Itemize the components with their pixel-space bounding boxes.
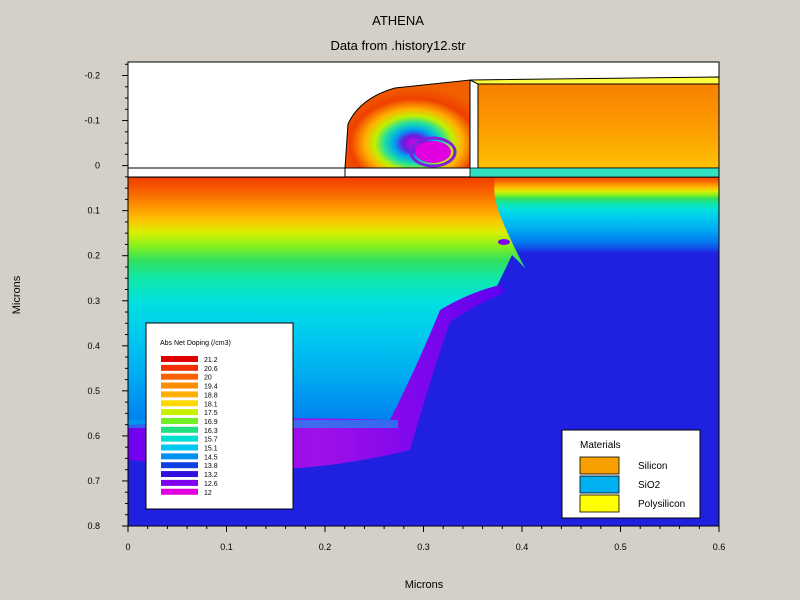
colorbar-swatch <box>161 426 198 433</box>
colorbar-label: 16.3 <box>204 428 218 435</box>
y-tick-label: 0 <box>95 161 100 171</box>
poly-region <box>344 79 471 169</box>
colorbar-label: 12.6 <box>204 481 218 488</box>
colorbar-legend: Abs Net Doping (/cm3) 21.2 20.6 20 19.418.8… <box>145 322 294 510</box>
colorbar-swatch <box>161 373 198 380</box>
y-axis-label: Microns <box>11 275 23 314</box>
material-swatch <box>579 456 620 475</box>
x-axis-label: Microns <box>405 579 444 591</box>
oxide-left <box>128 167 346 178</box>
colorbar-label: 13.2 <box>204 472 218 479</box>
x-tick-label: 0.6 <box>713 542 726 552</box>
x-tick-label: 0.4 <box>516 542 529 552</box>
colorbar-swatch <box>161 364 198 371</box>
y-tick-label: 0.6 <box>87 431 100 441</box>
colorbar-swatch <box>161 453 198 460</box>
materials-legend: Materials Silicon SiO2 Polysilicon <box>561 429 701 519</box>
shallow-right-region <box>494 177 719 268</box>
chart-title: ATHENA <box>372 13 424 28</box>
colorbar-label: 20.6 <box>204 366 218 373</box>
colorbar-label: 18.1 <box>204 401 218 408</box>
y-tick-label: 0.2 <box>87 251 100 261</box>
y-tick-label: 0.3 <box>87 296 100 306</box>
y-tick-label: -0.1 <box>84 116 100 126</box>
colorbar-label: 17.5 <box>204 410 218 417</box>
colorbar-swatch <box>161 400 198 407</box>
colorbar-swatch <box>161 417 198 424</box>
chart-subtitle: Data from .history12.str <box>330 38 466 53</box>
y-tick-label: -0.2 <box>84 71 100 81</box>
colorbar-swatch <box>161 471 198 478</box>
colorbar-label: 18.8 <box>204 392 218 399</box>
colorbar-label: 13.8 <box>204 463 218 470</box>
y-tick-label: 0.7 <box>87 476 100 486</box>
colorbar-swatch <box>161 391 198 398</box>
colorbar-swatch <box>161 409 198 416</box>
colorbar-label: 12 <box>204 490 212 497</box>
edge-blob <box>498 239 510 245</box>
x-tick-label: 0.2 <box>319 542 332 552</box>
materials-title: Materials <box>580 440 621 451</box>
y-tick-label: 0.4 <box>87 341 100 351</box>
colorbar-swatch <box>161 488 198 495</box>
colorbar-label: 15.7 <box>204 437 218 444</box>
x-tick-label: 0.1 <box>220 542 233 552</box>
colorbar-swatch <box>161 356 198 362</box>
gate-region <box>469 76 719 178</box>
y-tick-label: 0.8 <box>87 521 100 531</box>
y-tick-label: 0.1 <box>87 206 100 216</box>
colorbar-swatch <box>161 382 198 389</box>
x-tick-label: 0.3 <box>417 542 430 552</box>
x-tick-label: 0 <box>125 542 130 552</box>
colorbar-swatch <box>161 462 198 469</box>
x-axis: 0 0.1 0.2 0.3 0.4 0.5 0.6 <box>125 526 725 552</box>
x-tick-label: 0.5 <box>614 542 627 552</box>
colorbar-swatch <box>161 435 198 442</box>
colorbar-label: 16.9 <box>204 419 218 426</box>
colorbar-title: Abs Net Doping (/cm3) <box>160 340 231 347</box>
poly-hotspot <box>415 141 451 163</box>
material-label: Silicon <box>638 461 667 472</box>
colorbar-label: 14.5 <box>204 454 218 461</box>
material-swatch <box>579 494 620 513</box>
colorbar-label: 19.4 <box>204 384 218 391</box>
material-swatch <box>579 475 620 494</box>
colorbar-label: 20 <box>204 375 212 382</box>
colorbar-swatch <box>161 479 198 486</box>
y-tick-label: 0.5 <box>87 386 100 396</box>
colorbar-swatch <box>161 444 198 451</box>
y-axis: -0.2 -0.1 0 0.1 0.2 0.3 0.4 0.5 0.6 0.7 0.8 <box>84 63 128 531</box>
material-label: Polysilicon <box>638 499 685 510</box>
material-label: SiO2 <box>638 480 661 491</box>
colorbar-label: 21.2 <box>204 357 218 364</box>
colorbar-label: 15.1 <box>204 446 218 453</box>
